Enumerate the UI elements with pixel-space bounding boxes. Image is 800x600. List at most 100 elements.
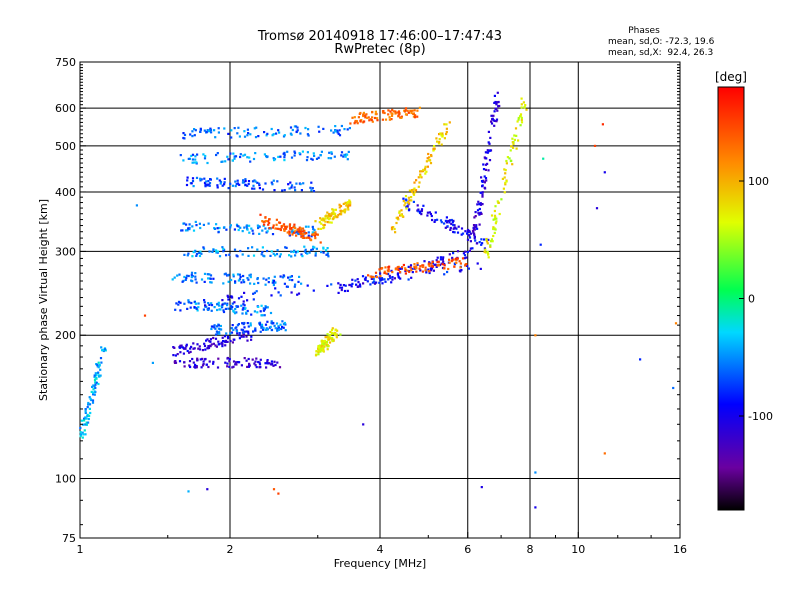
data-point <box>207 277 210 280</box>
data-point <box>267 281 270 284</box>
data-point <box>293 151 297 154</box>
data-point <box>322 224 325 227</box>
data-point <box>310 235 313 238</box>
data-point <box>173 276 176 279</box>
data-point <box>459 266 462 269</box>
data-point <box>292 231 295 234</box>
data-point <box>436 218 439 221</box>
data-point <box>255 290 258 293</box>
data-point <box>232 273 235 276</box>
data-point <box>452 230 455 234</box>
data-point <box>259 310 262 313</box>
data-point <box>208 184 211 187</box>
data-point <box>205 363 208 366</box>
data-point <box>233 248 237 251</box>
data-point <box>396 273 399 276</box>
data-point <box>290 250 293 253</box>
data-point <box>277 155 280 158</box>
data-point <box>513 138 516 141</box>
data-point <box>251 358 254 361</box>
data-point <box>288 225 291 228</box>
data-point <box>362 423 365 426</box>
data-point <box>217 127 220 130</box>
data-point <box>398 112 401 116</box>
data-point <box>464 230 467 233</box>
data-point <box>334 208 337 211</box>
data-point <box>289 181 292 184</box>
data-point <box>209 338 212 341</box>
data-point <box>187 490 190 493</box>
data-point <box>420 170 423 173</box>
data-point <box>226 365 229 368</box>
data-point <box>245 330 248 333</box>
data-point <box>248 362 251 365</box>
data-point <box>214 327 217 330</box>
data-point <box>322 251 325 254</box>
data-point <box>195 281 198 284</box>
data-point <box>230 307 233 310</box>
data-point <box>428 156 431 159</box>
x-tick-label: 8 <box>527 543 534 556</box>
data-point <box>394 268 397 271</box>
data-point <box>294 254 297 257</box>
data-point <box>364 115 367 118</box>
data-point <box>407 278 410 281</box>
data-point <box>525 108 528 111</box>
data-point <box>381 267 384 270</box>
data-point <box>249 324 252 327</box>
data-point <box>316 233 319 236</box>
data-point <box>269 363 272 366</box>
data-point <box>466 232 469 235</box>
data-point <box>216 184 219 187</box>
data-point <box>193 128 196 131</box>
data-point <box>203 177 206 180</box>
data-point <box>335 129 338 132</box>
data-point <box>340 288 343 292</box>
data-point <box>275 132 278 135</box>
data-point <box>204 185 207 188</box>
data-point <box>252 330 255 333</box>
data-point <box>282 223 286 226</box>
data-point <box>515 147 518 150</box>
data-point <box>458 260 461 263</box>
data-point <box>214 337 218 340</box>
data-point <box>346 289 349 292</box>
data-point <box>288 278 291 281</box>
data-point <box>241 253 244 256</box>
data-point <box>276 361 279 364</box>
data-point <box>468 234 471 237</box>
data-point <box>336 131 339 134</box>
data-point <box>542 157 545 160</box>
data-point <box>278 131 281 134</box>
data-point <box>84 433 87 436</box>
data-point <box>317 349 321 352</box>
data-point <box>396 267 399 270</box>
data-point <box>498 212 501 216</box>
data-point <box>369 283 372 286</box>
data-point <box>241 329 245 332</box>
data-point <box>407 196 410 199</box>
data-point <box>181 280 184 283</box>
data-point <box>338 212 341 215</box>
data-point <box>292 250 295 254</box>
data-point <box>269 311 273 315</box>
data-point <box>179 301 182 304</box>
data-point <box>273 189 276 192</box>
data-point <box>493 217 496 221</box>
data-point <box>195 176 199 179</box>
data-point <box>96 363 99 366</box>
data-point <box>207 180 210 183</box>
data-point <box>517 118 520 121</box>
data-point <box>407 111 410 114</box>
data-point <box>412 112 415 115</box>
data-point <box>221 160 224 163</box>
data-point <box>203 129 206 132</box>
data-point <box>437 263 440 266</box>
data-point <box>496 91 499 94</box>
data-point <box>210 327 213 331</box>
data-point <box>229 152 232 155</box>
data-point <box>305 159 309 162</box>
data-point <box>265 219 268 223</box>
data-point <box>487 238 490 241</box>
data-point <box>326 335 329 338</box>
